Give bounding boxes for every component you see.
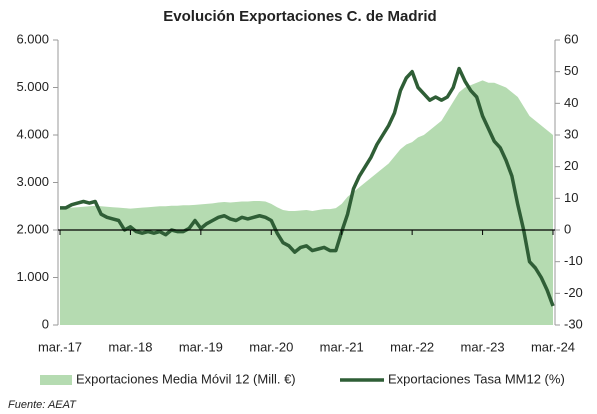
chart-title: Evolución Exportaciones C. de Madrid <box>163 8 436 25</box>
y-tick-label: 2.000 <box>16 221 49 236</box>
line <box>60 66 555 307</box>
y2-tick-label: -10 <box>564 253 583 268</box>
y2-tick-label: -20 <box>564 285 583 300</box>
x-tick-label: mar.-17 <box>38 339 82 354</box>
x-tick-label: mar.-18 <box>108 339 152 354</box>
y-tick-label: 5.000 <box>16 79 49 94</box>
y2-tick-label: 0 <box>564 221 571 236</box>
y2-tick-label: 10 <box>564 190 578 205</box>
x-tick-label: mar.-19 <box>179 339 223 354</box>
source: Fuente: AEAT <box>8 399 77 411</box>
y2-tick-label: 60 <box>564 31 578 46</box>
x-tick-label: mar.-21 <box>320 339 364 354</box>
y-tick-label: 3.000 <box>16 174 49 189</box>
y2-tick-label: -30 <box>564 316 583 331</box>
y-tick-label: 6.000 <box>16 31 49 46</box>
y-tick-label: 0 <box>42 316 49 331</box>
y2-tick-label: 20 <box>564 158 578 173</box>
y2-tick-label: 50 <box>564 63 578 78</box>
x-tick-label: mar.-24 <box>531 339 575 354</box>
legend-label: Exportaciones Tasa MM12 (%) <box>388 371 565 386</box>
y-tick-label: 1.000 <box>16 269 49 284</box>
x-tick-label: mar.-20 <box>249 339 293 354</box>
legend-label: Exportaciones Media Móvil 12 (Mill. €) <box>76 371 296 386</box>
legend-swatch <box>40 375 72 385</box>
y2-tick-label: 30 <box>564 126 578 141</box>
y2-tick-label: 40 <box>564 95 578 110</box>
x-tick-label: mar.-23 <box>461 339 505 354</box>
area <box>60 80 553 325</box>
y-tick-label: 4.000 <box>16 126 49 141</box>
x-tick-label: mar.-22 <box>390 339 434 354</box>
